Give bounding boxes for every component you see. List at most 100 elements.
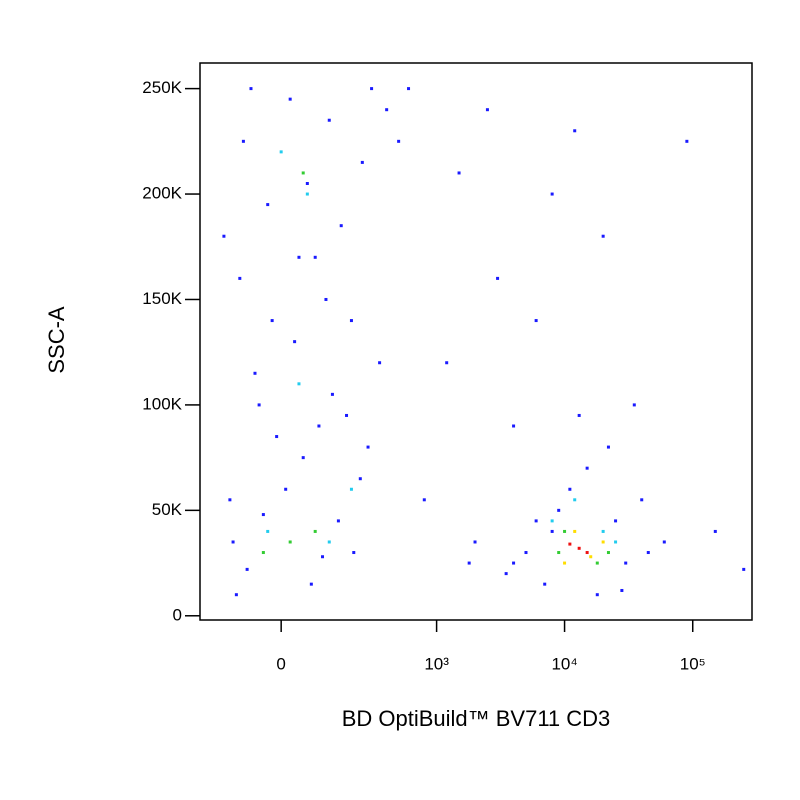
dot [585,551,589,555]
dot [321,555,325,559]
dot [284,487,288,491]
dot [512,561,516,565]
dot [543,582,547,586]
dot [261,513,265,517]
dot [550,192,554,196]
dot [646,551,650,555]
dot [288,97,292,101]
dot [301,171,305,175]
dot [557,551,561,555]
dot [238,276,242,280]
dot [457,171,461,175]
dot [620,588,624,592]
dot [573,498,577,502]
dot [222,234,226,238]
dot [360,160,364,164]
dot [370,87,374,91]
dot [601,540,605,544]
dot [467,561,471,565]
dot [313,255,317,259]
dot [366,445,370,449]
dot [557,508,561,512]
dot [496,276,500,280]
dot [577,546,581,550]
dot [585,466,589,470]
dot [345,413,349,417]
y-tick-label: 50K [152,500,183,519]
dot [595,561,599,565]
y-tick-label: 150K [142,289,182,308]
x-axis-title: BD OptiBuild™ BV711 CD3 [342,706,611,731]
dot [352,551,356,555]
dot [266,529,270,533]
dot [563,561,567,565]
dot [336,519,340,523]
dot [624,561,628,565]
dot [662,540,666,544]
dot [422,498,426,502]
dot [266,203,270,207]
dot [385,108,389,112]
y-axis-title: SSC-A [44,306,69,374]
dot [568,542,572,546]
dot [397,139,401,143]
y-tick-label: 250K [142,78,182,97]
dot [742,567,746,571]
dot [606,445,610,449]
dot [550,529,554,533]
x-tick-label: 10³ [424,654,449,673]
y-tick-label: 0 [173,605,182,624]
dot [241,139,245,143]
dot [595,593,599,597]
dot [504,572,508,576]
dot [261,551,265,555]
dot [330,392,334,396]
dot [317,424,321,428]
dot [614,519,618,523]
dot [279,150,283,154]
dot [524,551,528,555]
dot [640,498,644,502]
dot [234,593,238,597]
dot [313,529,317,533]
dot [327,118,331,122]
dot [253,371,257,375]
plot-frame [199,62,753,621]
dot [305,192,309,196]
dot [550,519,554,523]
dot [632,403,636,407]
dot [485,108,489,112]
dot [288,540,292,544]
dot [606,551,610,555]
dot [378,361,382,365]
dot [293,340,297,344]
dot [358,477,362,481]
y-tick-label: 100K [142,394,182,413]
dot [349,487,353,491]
dot [512,424,516,428]
dot [614,540,618,544]
dot [445,361,449,365]
dot [601,529,605,533]
dot [301,456,305,460]
x-tick-label: 10⁵ [680,654,706,673]
dot [245,567,249,571]
dot [713,529,717,533]
x-tick-label: 0 [276,654,285,673]
dot [305,181,309,185]
dot [534,319,538,323]
x-tick-label: 10⁴ [551,654,577,673]
dot [577,413,581,417]
dot [309,582,313,586]
dot [473,540,477,544]
dot [568,487,572,491]
dot [327,540,331,544]
dot [573,529,577,533]
dot [231,540,235,544]
y-tick-label: 200K [142,184,182,203]
dot [339,224,343,228]
dot [297,255,301,259]
dot [270,319,274,323]
dot [297,382,301,386]
